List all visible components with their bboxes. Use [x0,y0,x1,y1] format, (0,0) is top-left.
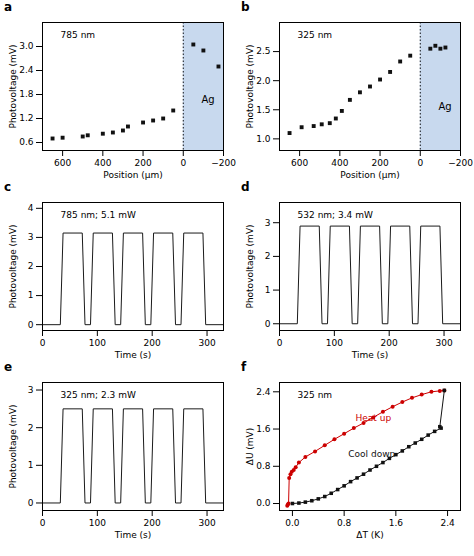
svg-text:0: 0 [40,518,46,528]
svg-text:0: 0 [28,320,34,330]
svg-text:Time (s): Time (s) [114,530,152,540]
svg-text:100: 100 [89,518,106,528]
svg-text:200: 200 [144,338,161,348]
svg-text:200: 200 [371,158,388,168]
svg-text:Photovoltage (mV): Photovoltage (mV) [8,224,18,308]
svg-text:0: 0 [417,158,423,168]
svg-text:1: 1 [28,290,34,300]
svg-text:0.6: 0.6 [19,137,34,147]
svg-text:200: 200 [144,518,161,528]
svg-text:600: 600 [54,158,71,168]
svg-text:100: 100 [89,338,106,348]
html-text:b: b [241,0,250,14]
svg-text:3: 3 [28,232,34,242]
svg-text:3.0: 3.0 [19,41,34,51]
svg-text:1.2: 1.2 [19,113,33,123]
html-text:d: d [241,180,250,194]
svg-text:1: 1 [265,285,271,295]
svg-text:2: 2 [28,423,34,433]
svg-text:Photovoltage (mV): Photovoltage (mV) [245,224,255,308]
svg-text:600: 600 [291,158,308,168]
svg-text:2: 2 [265,251,271,261]
svg-text:−200: −200 [211,158,236,168]
svg-text:2.4: 2.4 [440,518,455,528]
svg-text:2: 2 [28,261,34,271]
svg-text:0: 0 [277,338,283,348]
svg-text:0: 0 [40,338,46,348]
svg-text:2.4: 2.4 [19,65,34,75]
svg-text:200: 200 [134,158,151,168]
svg-text:300: 300 [198,518,215,528]
svg-text:325 nm: 325 nm [298,30,333,40]
svg-text:Cool down: Cool down [348,449,395,459]
svg-text:1.6: 1.6 [256,424,271,434]
svg-text:2.0: 2.0 [256,76,271,86]
svg-text:300: 300 [198,338,215,348]
svg-text:Time (s): Time (s) [351,350,389,360]
svg-text:2.4: 2.4 [256,387,271,397]
svg-text:0.0: 0.0 [285,518,300,528]
svg-text:200: 200 [381,338,398,348]
svg-text:Photovoltage (mV): Photovoltage (mV) [8,44,18,128]
svg-text:0: 0 [28,498,34,508]
svg-text:1: 1 [28,460,34,470]
html-text:c: c [4,180,12,194]
svg-text:Time (s): Time (s) [114,350,152,360]
html-text:f: f [241,360,247,374]
svg-text:Ag: Ag [201,94,214,105]
svg-text:Photovoltage (mV): Photovoltage (mV) [245,44,255,128]
svg-text:0.0: 0.0 [256,498,271,508]
svg-text:1.5: 1.5 [256,105,270,115]
svg-text:1.8: 1.8 [19,89,34,99]
svg-text:Heat up: Heat up [356,413,392,423]
svg-text:0: 0 [265,319,271,329]
svg-text:ΔT (K): ΔT (K) [356,530,383,540]
svg-text:400: 400 [331,158,348,168]
svg-text:1.6: 1.6 [389,518,404,528]
svg-text:1.0: 1.0 [256,134,271,144]
svg-text:4: 4 [28,203,34,213]
svg-text:300: 300 [435,338,452,348]
svg-text:785 nm; 5.1 mW: 785 nm; 5.1 mW [61,210,136,220]
svg-text:0.8: 0.8 [337,518,352,528]
svg-text:Photovoltage (mV): Photovoltage (mV) [8,404,18,488]
svg-text:3: 3 [265,218,271,228]
svg-text:2.5: 2.5 [256,46,270,56]
svg-text:Position (μm): Position (μm) [340,170,399,180]
svg-text:ΔU (mV): ΔU (mV) [245,428,255,466]
svg-text:−200: −200 [448,158,473,168]
html-text:a: a [4,0,13,14]
svg-text:532 nm; 3.4 mW: 532 nm; 3.4 mW [298,210,373,220]
svg-text:785 nm: 785 nm [61,30,96,40]
svg-text:400: 400 [94,158,111,168]
svg-text:3: 3 [28,385,34,395]
svg-text:Position (μm): Position (μm) [103,170,162,180]
svg-text:325 nm: 325 nm [298,390,333,400]
html-text:e: e [4,360,13,374]
svg-text:Ag: Ag [438,101,451,112]
svg-text:325 nm; 2.3 mW: 325 nm; 2.3 mW [61,390,136,400]
svg-text:0.8: 0.8 [256,461,271,471]
svg-text:0: 0 [180,158,186,168]
svg-text:100: 100 [326,338,343,348]
